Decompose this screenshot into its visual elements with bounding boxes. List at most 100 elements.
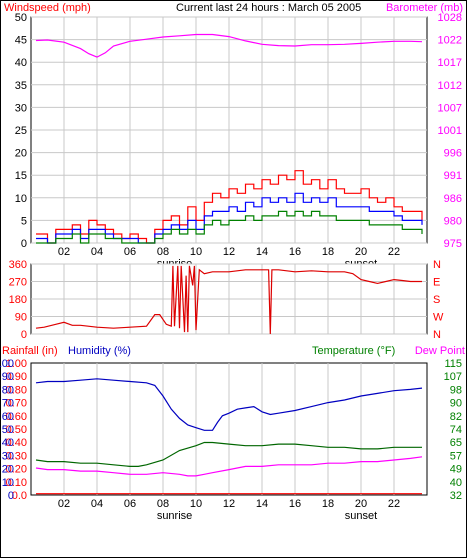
x-tick-label: 08 (157, 246, 169, 258)
x-tick-label: 06 (124, 498, 136, 510)
y-tick-label-left: 180 (9, 294, 27, 306)
y-tick-label-right: 32 (450, 490, 462, 502)
x-tick-label: 08 (157, 498, 169, 510)
y-tick-label-humidity: 20 (2, 464, 14, 476)
series-line-temperature (35, 441, 422, 467)
series-line-direction (35, 265, 422, 335)
y-tick-label-humidity: 100 (0, 358, 14, 370)
y-tick-label-left: 1.00 (6, 358, 27, 370)
humidity-axis-title: Humidity (%) (68, 345, 131, 357)
x-tick-label: 06 (124, 246, 136, 258)
y-tick-label-right: 991 (444, 170, 462, 182)
y-tick-label-humidity: 60 (2, 411, 14, 423)
y-tick-label-left: 270 (9, 277, 27, 289)
x-tick-label: 10 (190, 246, 202, 258)
y-tick-label-left: 5 (21, 215, 27, 227)
x-tick-label: 16 (289, 498, 301, 510)
x-tick-label: 04 (91, 498, 103, 510)
y-tick-label-right: 1001 (438, 125, 462, 137)
wind-barometer-panel: 0 5 10 15 20 25 30 35 40 45 50 975 980 986 991 996 1001 1… (15, 12, 462, 270)
y-tick-label-left: 0 (21, 238, 27, 250)
y-tick-label-right: 82 (450, 411, 462, 423)
y-tick-label-left: 360 (9, 259, 27, 271)
x-tick-label: 04 (91, 246, 103, 258)
y-tick-label-right: 98 (450, 384, 462, 396)
x-tick-label: 14 (256, 498, 268, 510)
y-tick-label-left: 50 (15, 12, 27, 24)
x-tick-label: 10 (190, 498, 202, 510)
sunrise-label: sunrise (157, 510, 192, 522)
y-tick-label-left: 0.70 (6, 398, 27, 410)
series-line-dew-point (35, 456, 423, 477)
y-tick-label-left: 0.0 (12, 490, 27, 502)
x-tick-label: 12 (223, 498, 235, 510)
y-tick-label-right: 986 (444, 193, 462, 205)
series-line-wind-low (36, 210, 423, 244)
y-tick-label-right: 996 (444, 148, 462, 160)
y-tick-label-right: 980 (444, 215, 462, 227)
y-tick-label-right: 1022 (438, 35, 462, 47)
y-tick-label-humidity: 50 (2, 424, 14, 436)
x-tick-label: 20 (355, 498, 367, 510)
y-tick-label-right: 107 (444, 371, 462, 383)
x-tick-label: 02 (58, 246, 70, 258)
x-tick-label: 22 (388, 246, 400, 258)
chart-title: Current last 24 hours : March 05 2005 (176, 2, 361, 14)
y-tick-label-right: 1007 (438, 102, 462, 114)
y-tick-label-left: 90 (15, 312, 27, 324)
y-tick-label-right: 975 (444, 238, 462, 250)
series-line-humidity (35, 378, 423, 431)
y-tick-label-right: N (433, 259, 441, 271)
y-tick-label-right: 40 (450, 477, 462, 489)
y-tick-label-right: 90 (450, 398, 462, 410)
y-tick-label-left: 20 (15, 148, 27, 160)
y-tick-label-left: 45 (15, 35, 27, 47)
barometer-axis-title: Barometer (mb) (386, 2, 463, 14)
y-tick-label-left: 35 (15, 80, 27, 92)
y-tick-label-left: 25 (15, 125, 27, 137)
y-tick-label-right: 1012 (438, 80, 462, 92)
series-line-wind-avg (36, 192, 423, 244)
rainfall-axis-title: Rainfall (in) (2, 345, 58, 357)
y-tick-label-right: 1017 (438, 57, 462, 69)
y-tick-label-right: E (433, 277, 440, 289)
y-tick-label-left: 30 (15, 102, 27, 114)
y-tick-label-right: S (433, 294, 440, 306)
rain-humidity-temperature-panel: 0.000.10100.20200.30300.40400.50500.6060… (0, 358, 462, 522)
y-tick-label-right: N (433, 329, 441, 341)
y-tick-label-left: 0.80 (6, 384, 27, 396)
y-tick-label-right: 49 (450, 464, 462, 476)
y-tick-label-right: 57 (450, 450, 462, 462)
y-tick-label-humidity: 80 (2, 384, 14, 396)
temperature-axis-title: Temperature (°F) (312, 345, 395, 357)
x-tick-label: 18 (322, 498, 334, 510)
y-tick-label-humidity: 40 (2, 437, 14, 449)
x-tick-label: 02 (58, 498, 70, 510)
series-line-wind-gust (36, 170, 423, 244)
x-tick-label: 16 (289, 246, 301, 258)
y-tick-label-right: 65 (450, 437, 462, 449)
dew-point-axis-title: Dew Point (415, 345, 465, 357)
x-tick-label: 18 (322, 246, 334, 258)
y-tick-label-right: 74 (450, 424, 462, 436)
y-tick-label-right: W (433, 312, 444, 324)
y-tick-label-right: 115 (444, 358, 462, 370)
y-tick-label-left: 0.30 (6, 450, 27, 462)
y-tick-label-left: 40 (15, 57, 27, 69)
y-tick-label-left: 0.90 (6, 371, 27, 383)
y-tick-label-humidity: 30 (2, 450, 14, 462)
x-tick-label: 20 (355, 246, 367, 258)
sunset-label: sunset (345, 510, 377, 522)
y-tick-label-left: 10 (15, 193, 27, 205)
windspeed-axis-title: Windspeed (mph) (4, 2, 91, 14)
y-tick-label-right: 1028 (438, 12, 462, 24)
y-tick-label-left: 0.10 (6, 477, 27, 489)
y-tick-label-humidity: 10 (2, 477, 14, 489)
series-line-barometer (35, 33, 423, 58)
y-tick-label-left: 0.40 (6, 437, 27, 449)
y-tick-label-left: 0 (21, 329, 27, 341)
y-tick-label-humidity: 70 (2, 398, 14, 410)
y-tick-label-humidity: 0 (8, 490, 14, 502)
